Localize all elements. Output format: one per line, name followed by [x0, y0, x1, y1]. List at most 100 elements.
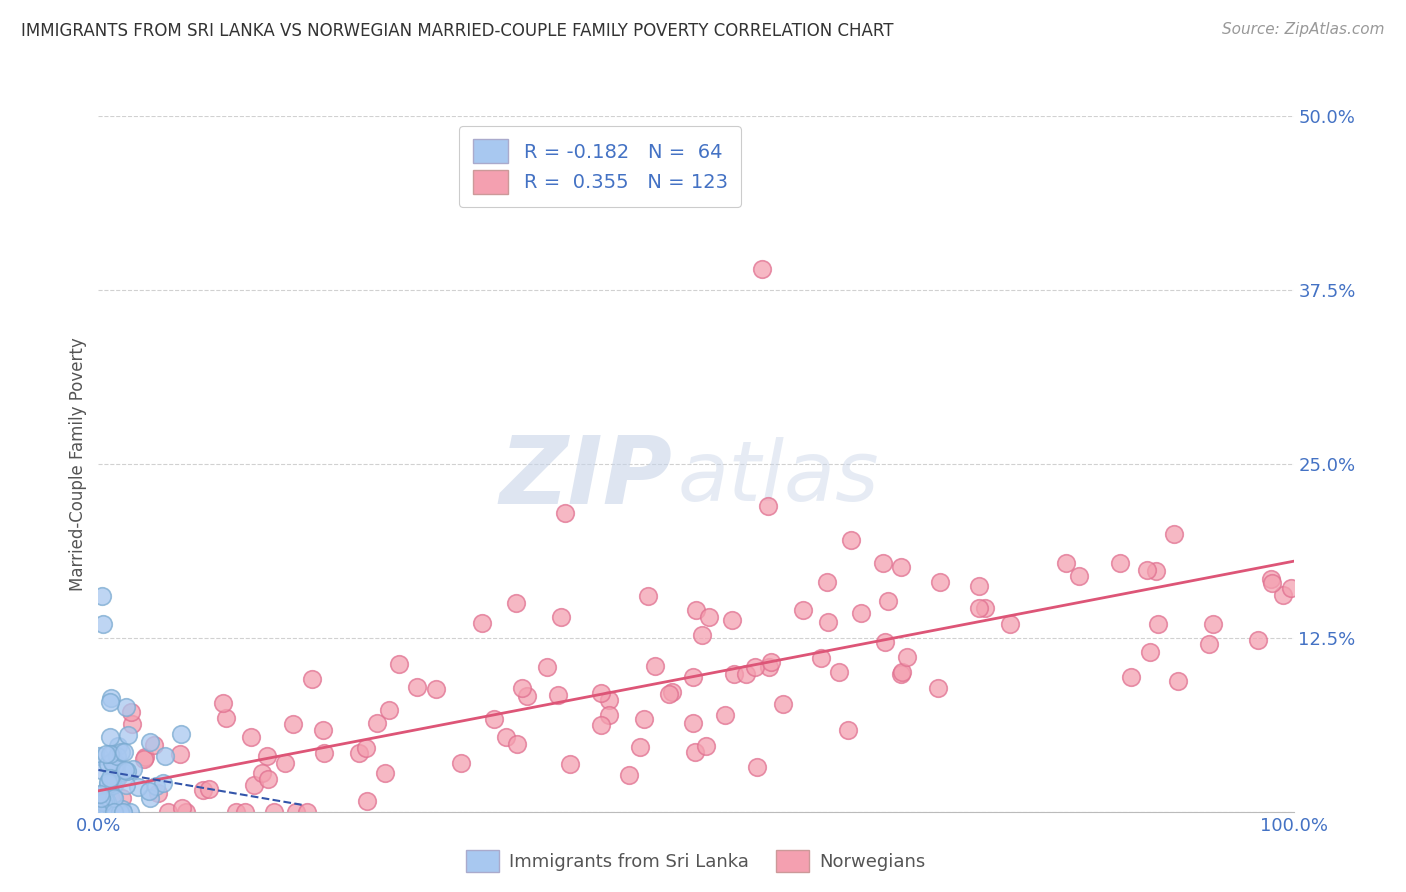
Point: [117, 728, 139, 742]
Point: [425, 682, 447, 697]
Point: [495, 730, 517, 744]
Text: IMMIGRANTS FROM SRI LANKA VS NORWEGIAN MARRIED-COUPLE FAMILY POVERTY CORRELATION: IMMIGRANTS FROM SRI LANKA VS NORWEGIAN M…: [21, 22, 894, 40]
Point: [243, 778, 266, 792]
Point: [558, 757, 581, 772]
Point: [103, 791, 125, 805]
Point: [1163, 527, 1185, 541]
Point: [506, 737, 529, 751]
Point: [851, 607, 873, 621]
Point: [122, 762, 145, 776]
Point: [589, 686, 612, 700]
Point: [872, 556, 894, 570]
Point: [1119, 670, 1142, 684]
Point: [100, 777, 122, 791]
Point: [169, 747, 191, 761]
Point: [257, 772, 280, 787]
Point: [104, 756, 127, 771]
Point: [633, 712, 655, 726]
Point: [744, 660, 766, 674]
Point: [312, 723, 335, 737]
Point: [637, 589, 659, 603]
Point: [198, 781, 221, 796]
Point: [114, 778, 136, 792]
Point: [354, 740, 377, 755]
Point: [172, 801, 194, 815]
Point: [103, 761, 125, 775]
Point: [98, 771, 121, 785]
Point: [297, 805, 319, 819]
Point: [225, 805, 247, 819]
Point: [101, 778, 124, 792]
Point: [101, 747, 124, 761]
Point: [94, 795, 117, 809]
Point: [98, 730, 121, 744]
Point: [105, 749, 128, 764]
Point: [482, 712, 505, 726]
Point: [837, 723, 859, 737]
Point: [145, 779, 167, 793]
Point: [312, 747, 335, 761]
Point: [759, 655, 782, 669]
Point: [115, 700, 138, 714]
Point: [683, 745, 706, 759]
Point: [89, 788, 111, 802]
Point: [1279, 581, 1302, 595]
Point: [1135, 563, 1157, 577]
Point: [110, 745, 132, 759]
Point: [91, 795, 114, 809]
Point: [89, 799, 111, 814]
Point: [815, 575, 838, 590]
Point: [505, 596, 527, 610]
Point: [94, 791, 117, 805]
Point: [1198, 636, 1220, 650]
Point: [100, 805, 122, 819]
Point: [751, 262, 773, 277]
Point: [550, 610, 572, 624]
Point: [450, 756, 472, 771]
Point: [93, 799, 115, 814]
Point: [87, 748, 110, 763]
Point: [93, 805, 115, 819]
Point: [96, 747, 118, 761]
Point: [111, 802, 134, 816]
Point: [127, 780, 149, 794]
Point: [969, 579, 991, 593]
Point: [169, 727, 191, 741]
Point: [547, 688, 569, 702]
Point: [695, 739, 717, 753]
Point: [191, 783, 214, 797]
Point: [139, 790, 162, 805]
Point: [103, 788, 125, 802]
Point: [100, 776, 122, 790]
Point: [692, 628, 714, 642]
Point: [658, 687, 681, 701]
Point: [114, 763, 136, 777]
Point: [111, 791, 134, 805]
Point: [89, 790, 111, 805]
Point: [598, 693, 620, 707]
Point: [772, 697, 794, 711]
Point: [91, 589, 114, 603]
Point: [104, 756, 127, 771]
Point: [108, 805, 131, 819]
Point: [356, 793, 378, 807]
Point: [1260, 572, 1282, 586]
Point: [176, 805, 198, 819]
Point: [697, 610, 720, 624]
Point: [285, 805, 308, 819]
Point: [239, 730, 262, 744]
Point: [117, 764, 139, 778]
Point: [974, 600, 997, 615]
Point: [873, 635, 896, 649]
Point: [1067, 569, 1090, 583]
Point: [101, 756, 124, 770]
Point: [97, 804, 120, 818]
Point: [87, 805, 110, 819]
Point: [107, 739, 129, 753]
Point: [107, 770, 129, 784]
Text: atlas: atlas: [678, 437, 880, 518]
Point: [138, 783, 160, 797]
Point: [97, 776, 120, 790]
Point: [152, 776, 174, 790]
Point: [723, 667, 745, 681]
